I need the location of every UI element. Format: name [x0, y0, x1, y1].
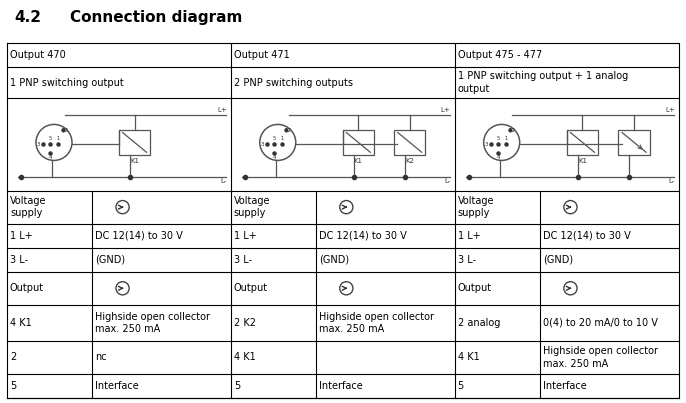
Text: 3: 3	[37, 142, 40, 147]
Text: 1 L+: 1 L+	[10, 231, 33, 241]
Text: DC 12(14) to 30 V: DC 12(14) to 30 V	[543, 231, 630, 241]
Text: Voltage
supply: Voltage supply	[458, 196, 494, 218]
Text: L+: L+	[217, 108, 227, 113]
Text: Connection diagram: Connection diagram	[70, 10, 242, 25]
Text: 3 L-: 3 L-	[10, 255, 28, 265]
Text: K2: K2	[405, 158, 414, 164]
Text: K1: K1	[130, 158, 139, 164]
Text: 4 K1: 4 K1	[10, 318, 32, 328]
Text: L-: L-	[445, 178, 451, 184]
Bar	[343, 129, 374, 155]
Text: Output 475 - 477: Output 475 - 477	[458, 50, 542, 60]
Text: 5: 5	[458, 381, 464, 391]
Text: 2: 2	[10, 353, 16, 362]
Text: 5: 5	[10, 381, 16, 391]
Text: 5: 5	[497, 137, 500, 141]
Text: K1: K1	[578, 158, 587, 164]
Text: 1: 1	[504, 137, 508, 141]
Text: 5: 5	[234, 381, 240, 391]
Text: 1: 1	[281, 137, 284, 141]
Text: Interface: Interface	[543, 381, 587, 391]
Text: Output 470: Output 470	[10, 50, 66, 60]
Text: nc: nc	[95, 353, 106, 362]
Text: 1: 1	[57, 137, 60, 141]
Text: 1 PNP switching output: 1 PNP switching output	[10, 78, 123, 87]
Text: Output: Output	[234, 283, 268, 293]
Text: (GND): (GND)	[319, 255, 349, 265]
Bar	[567, 129, 598, 155]
Text: Output: Output	[10, 283, 44, 293]
Text: Output 471: Output 471	[234, 50, 289, 60]
Text: L+: L+	[441, 108, 451, 113]
Text: 3: 3	[485, 142, 488, 147]
Text: L+: L+	[665, 108, 675, 113]
Text: Highside open collector
max. 250 mA: Highside open collector max. 250 mA	[95, 312, 210, 334]
Text: 4 K1: 4 K1	[458, 353, 480, 362]
Text: 3 L-: 3 L-	[458, 255, 475, 265]
Text: ●2: ●2	[284, 127, 292, 133]
Text: 4: 4	[497, 156, 500, 160]
Text: DC 12(14) to 30 V: DC 12(14) to 30 V	[95, 231, 182, 241]
Text: 4.2: 4.2	[14, 10, 41, 25]
Text: 4: 4	[49, 156, 52, 160]
Text: Interface: Interface	[319, 381, 363, 391]
Text: Output: Output	[458, 283, 492, 293]
Text: 1 PNP switching output + 1 analog
output: 1 PNP switching output + 1 analog output	[458, 71, 628, 94]
Text: Voltage
supply: Voltage supply	[10, 196, 47, 218]
Text: 2 analog: 2 analog	[458, 318, 500, 328]
Text: L-: L-	[220, 178, 227, 184]
Text: 5: 5	[272, 137, 276, 141]
Bar	[618, 129, 650, 155]
Text: 1 L+: 1 L+	[458, 231, 480, 241]
Text: 4 K1: 4 K1	[234, 353, 255, 362]
Text: 2 PNP switching outputs: 2 PNP switching outputs	[234, 78, 353, 87]
Text: Interface: Interface	[95, 381, 139, 391]
Text: 3 L-: 3 L-	[234, 255, 252, 265]
Text: K1: K1	[354, 158, 363, 164]
Text: DC 12(14) to 30 V: DC 12(14) to 30 V	[319, 231, 407, 241]
Text: Highside open collector
max. 250 mA: Highside open collector max. 250 mA	[319, 312, 434, 334]
Text: Voltage
supply: Voltage supply	[234, 196, 270, 218]
Text: L-: L-	[669, 178, 675, 184]
Text: Highside open collector
max. 250 mA: Highside open collector max. 250 mA	[543, 346, 658, 369]
Text: 3: 3	[261, 142, 264, 147]
Text: 0(4) to 20 mA/0 to 10 V: 0(4) to 20 mA/0 to 10 V	[543, 318, 658, 328]
Text: 2 K2: 2 K2	[234, 318, 256, 328]
Text: 5: 5	[49, 137, 52, 141]
Bar	[394, 129, 425, 155]
Text: 4: 4	[272, 156, 276, 160]
Text: ●2: ●2	[60, 127, 69, 133]
Text: (GND): (GND)	[95, 255, 125, 265]
Text: (GND): (GND)	[543, 255, 573, 265]
Text: 1 L+: 1 L+	[234, 231, 257, 241]
Bar	[119, 129, 150, 155]
Text: ●2: ●2	[508, 127, 517, 133]
